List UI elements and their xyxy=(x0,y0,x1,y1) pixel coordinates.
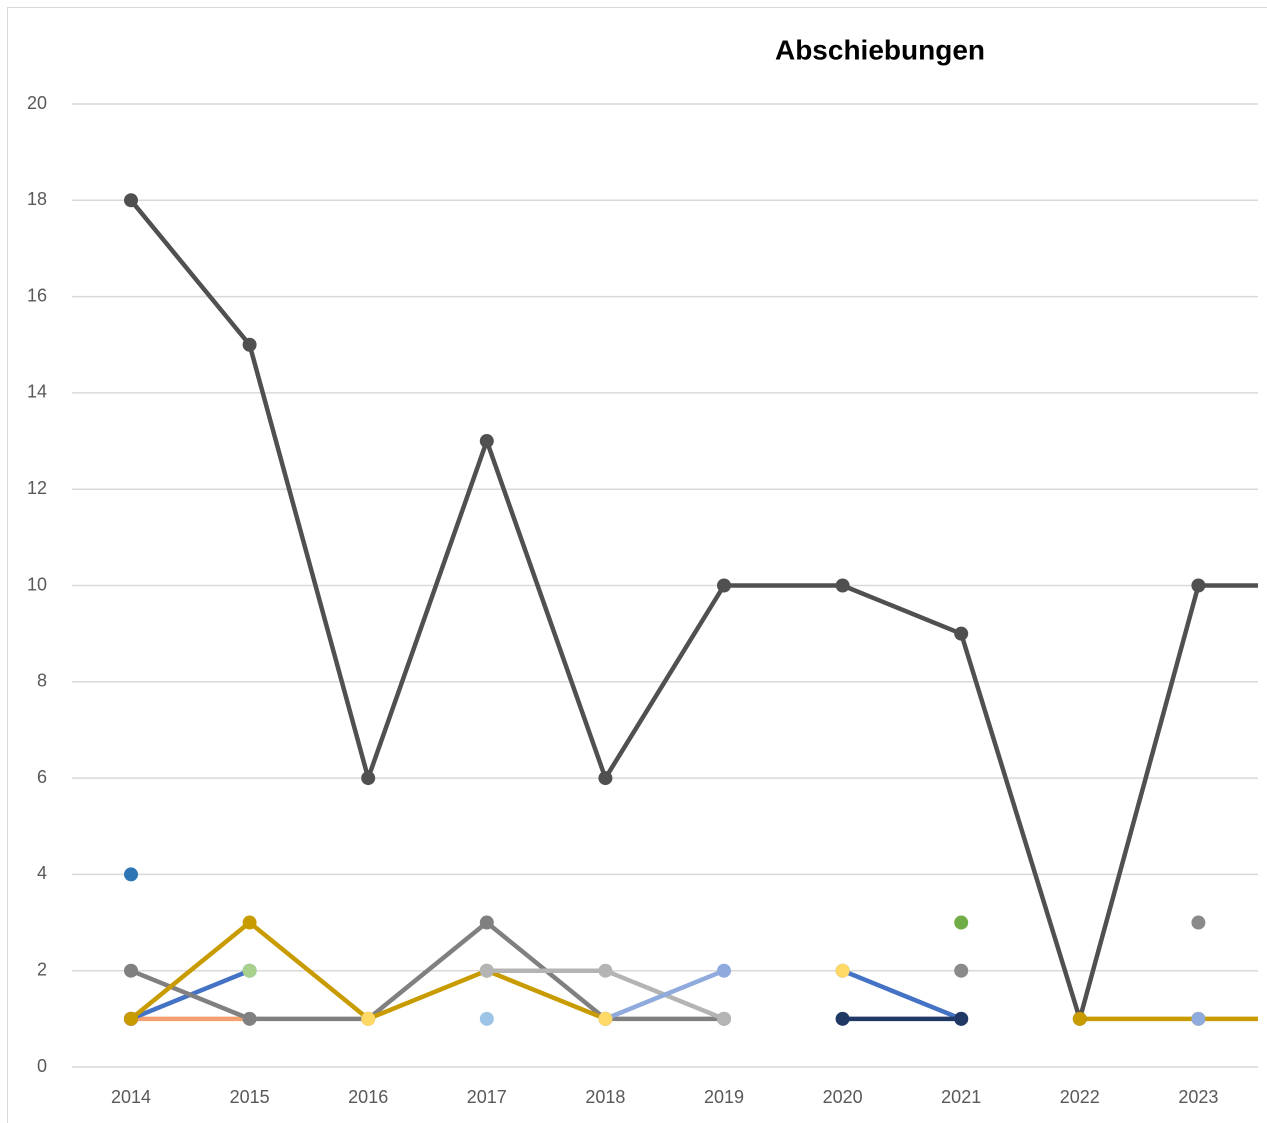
data-point xyxy=(954,963,969,978)
data-point xyxy=(124,963,138,978)
x-tick-label: 2017 xyxy=(467,1087,507,1107)
data-point xyxy=(479,1011,494,1026)
x-tick-label: 2023 xyxy=(1178,1087,1218,1107)
y-tick-label: 14 xyxy=(27,382,47,402)
x-tick-label: 2016 xyxy=(348,1087,388,1107)
x-tick-label: 2014 xyxy=(111,1087,151,1107)
data-point xyxy=(1191,578,1206,593)
y-tick-label: 16 xyxy=(27,285,47,305)
data-point xyxy=(1191,1011,1206,1026)
y-tick-label: 0 xyxy=(37,1056,47,1076)
data-point xyxy=(479,434,494,449)
x-tick-label: 2020 xyxy=(823,1087,863,1107)
x-tick-label: 2018 xyxy=(585,1087,625,1107)
data-point xyxy=(1072,1011,1087,1026)
y-tick-label: 8 xyxy=(37,671,47,691)
data-point xyxy=(479,915,494,930)
y-tick-label: 6 xyxy=(37,767,47,787)
data-point xyxy=(242,1011,257,1026)
y-tick-label: 10 xyxy=(27,574,47,594)
data-point xyxy=(124,1011,138,1026)
series-line xyxy=(129,198,1258,1022)
data-point xyxy=(598,963,613,978)
data-point xyxy=(479,963,494,978)
data-point xyxy=(954,1011,969,1026)
data-point xyxy=(242,915,257,930)
y-tick-label: 18 xyxy=(27,189,47,209)
data-point xyxy=(1191,915,1206,930)
data-point xyxy=(835,1011,850,1026)
chart-title: Abschiebungen xyxy=(775,34,985,65)
x-tick-label: 2015 xyxy=(230,1087,270,1107)
data-point xyxy=(835,963,850,978)
data-point xyxy=(954,626,969,641)
x-tick-label: 2021 xyxy=(941,1087,981,1107)
data-point xyxy=(598,1011,613,1026)
y-tick-label: 4 xyxy=(37,863,47,883)
y-tick-label: 20 xyxy=(27,93,47,113)
x-tick-label: 2022 xyxy=(1060,1087,1100,1107)
data-point xyxy=(717,963,731,978)
data-point xyxy=(361,771,376,786)
data-point xyxy=(242,963,257,978)
data-point xyxy=(835,578,850,593)
y-tick-label: 2 xyxy=(37,959,47,979)
x-tick-label: 2019 xyxy=(704,1087,744,1107)
series-line xyxy=(130,920,724,1022)
data-point xyxy=(717,578,731,593)
y-tick-label: 12 xyxy=(27,478,47,498)
data-point xyxy=(124,193,138,208)
data-point xyxy=(954,915,969,930)
data-point xyxy=(717,1011,731,1026)
data-point xyxy=(361,1011,376,1026)
data-point xyxy=(598,771,613,786)
data-point xyxy=(124,867,138,882)
chart-border xyxy=(7,7,1267,1123)
data-point xyxy=(242,337,257,352)
series-line xyxy=(486,968,725,1021)
